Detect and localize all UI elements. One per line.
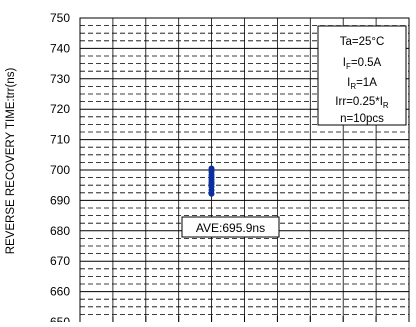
data-point — [208, 165, 215, 172]
conditions-box: Ta=25°C IF=0.5A IR=1A Irr=0.25*IR n=10pc… — [317, 25, 407, 126]
y-tick-label: 730 — [50, 72, 70, 86]
condition-sample-count: n=10pcs — [340, 113, 384, 125]
condition-irr: Irr=0.25*IR — [335, 96, 389, 110]
y-tick-label: 720 — [50, 102, 70, 116]
y-tick-labels: 750 740 730 720 710 700 690 680 670 660 650 — [50, 11, 70, 327]
condition-forward-current: IF=0.5A — [343, 57, 382, 71]
average-label: AVE:695.9ns — [196, 221, 265, 235]
y-tick-label: 660 — [50, 285, 70, 299]
average-label-box: AVE:695.9ns — [181, 216, 280, 238]
condition-reverse-current: IR=1A — [347, 77, 377, 91]
y-tick-label: 690 — [50, 193, 70, 207]
y-tick-label: 670 — [50, 254, 70, 268]
y-tick-label: 740 — [50, 41, 70, 55]
y-tick-label: 750 — [50, 11, 70, 25]
data-points — [208, 165, 215, 197]
y-tick-label: 700 — [50, 163, 70, 177]
y-tick-label: 650 — [50, 315, 70, 322]
y-tick-label: 710 — [50, 133, 70, 147]
y-axis-label: REVERSE RECOVERY TIME:trr(ns) — [5, 68, 17, 255]
condition-temperature: Ta=25°C — [340, 36, 385, 48]
y-tick-label: 680 — [50, 224, 70, 238]
